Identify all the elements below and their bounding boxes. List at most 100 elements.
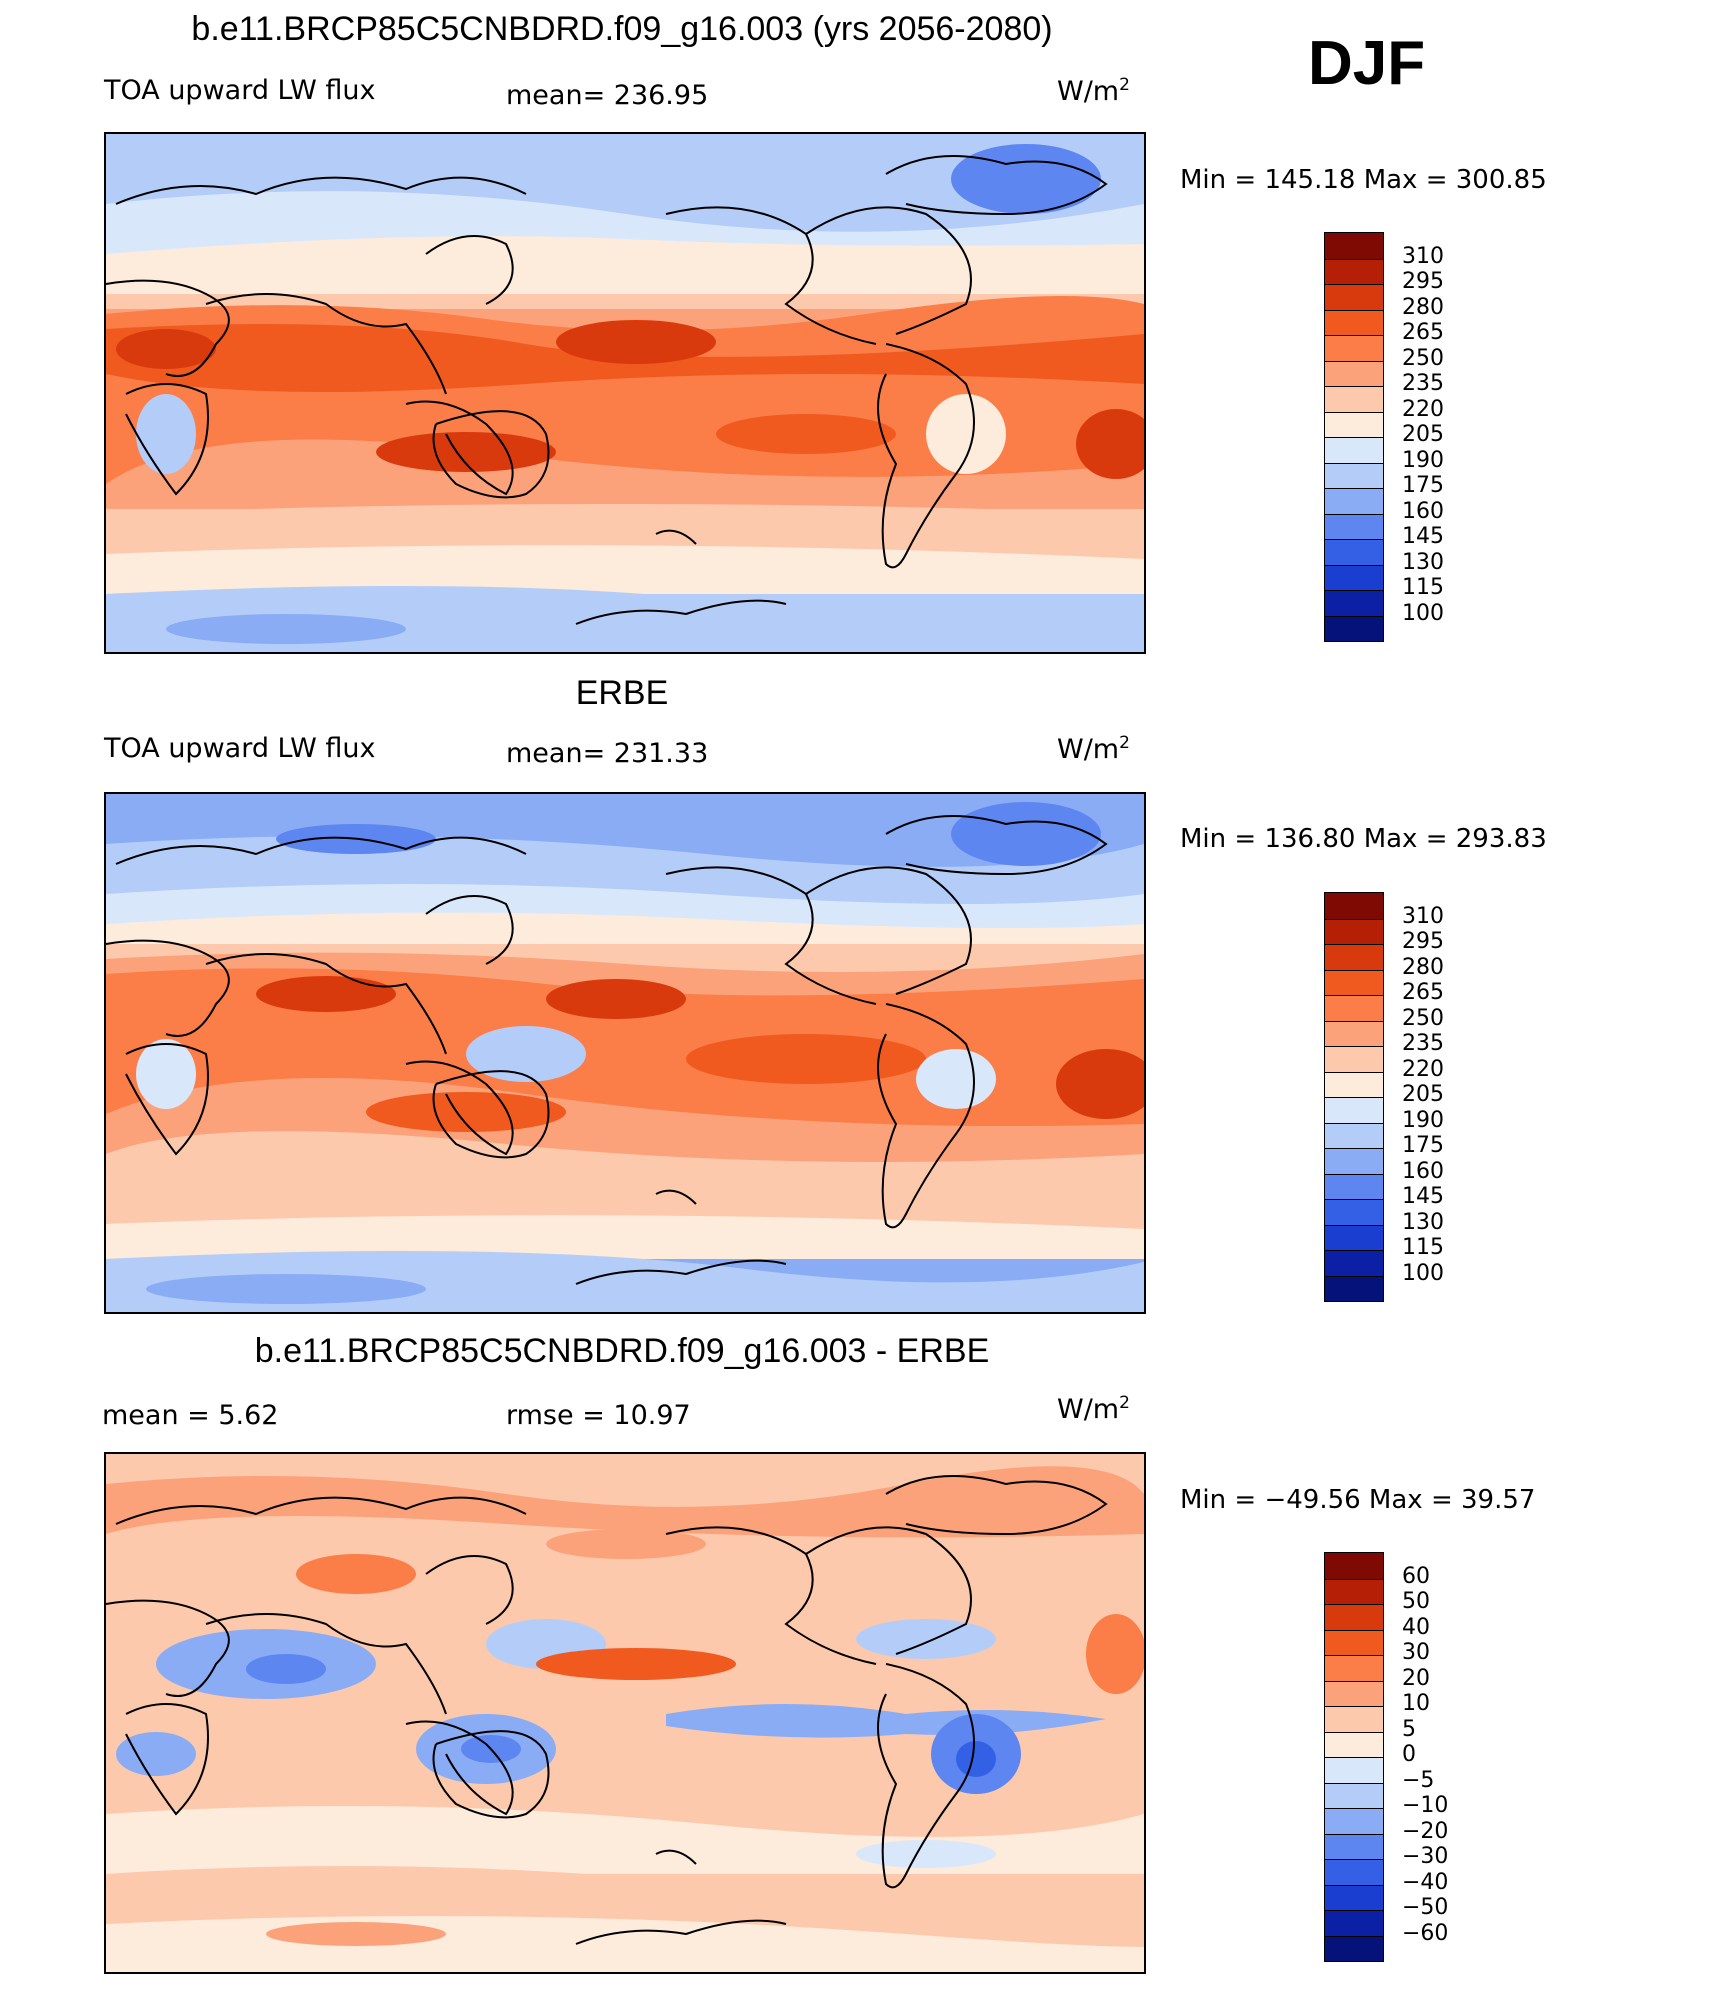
colorbar-tick-label: −40 <box>1402 1869 1449 1895</box>
colorbar-swatch <box>1325 488 1383 514</box>
colorbar-tick-label: 100 <box>1402 1260 1444 1286</box>
panel-2-title: ERBE <box>575 674 669 712</box>
colorbar-tick-label: 265 <box>1402 320 1444 345</box>
colorbar-swatch <box>1325 944 1383 970</box>
panel-3-units: W/m2 <box>1057 1393 1130 1425</box>
colorbar-tick-label: 100 <box>1402 600 1444 626</box>
colorbar-swatch <box>1325 462 1383 488</box>
colorbar-swatch <box>1325 1782 1383 1808</box>
colorbar-swatch <box>1325 1046 1383 1072</box>
colorbar-tick-label: 145 <box>1402 524 1444 549</box>
colorbar-swatch <box>1325 309 1383 335</box>
colorbar-swatch <box>1325 590 1383 616</box>
colorbar-tick-label: 50 <box>1402 1589 1430 1614</box>
panel-1-map <box>104 132 1146 654</box>
colorbar-tick-label: 130 <box>1402 549 1444 575</box>
colorbar-swatch <box>1325 1578 1383 1604</box>
colorbar-swatch <box>1325 1706 1383 1732</box>
panel-3-colorbar-swatches <box>1324 1552 1384 1962</box>
colorbar-swatch <box>1325 386 1383 412</box>
colorbar-swatch <box>1325 1122 1383 1148</box>
colorbar-swatch <box>1325 1275 1383 1301</box>
panel-2-units: W/m2 <box>1057 733 1130 765</box>
panel-1-units: W/m2 <box>1057 75 1130 107</box>
colorbar-swatch <box>1325 360 1383 386</box>
colorbar-swatch <box>1325 1097 1383 1123</box>
panel-1-colorbar: 310 295 280 265 250 235 220 205 190 175 160 145 130 1… <box>1324 232 1444 642</box>
panel-1-minmax: Min = 145.18 Max = 300.85 <box>1180 165 1547 195</box>
panel-2-mean-label: mean= 231.33 <box>506 738 709 769</box>
colorbar-swatch <box>1325 1224 1383 1250</box>
panel-3-map <box>104 1452 1146 1974</box>
colorbar-tick-label: −60 <box>1402 1920 1449 1946</box>
colorbar-swatch <box>1325 258 1383 284</box>
colorbar-tick-label: 190 <box>1402 447 1444 473</box>
colorbar-swatch <box>1325 1173 1383 1199</box>
colorbar-tick-label: −50 <box>1402 1895 1449 1920</box>
colorbar-tick-label: 5 <box>1402 1716 1416 1742</box>
panel-2-map-field <box>106 794 1144 1312</box>
colorbar-swatch <box>1325 539 1383 565</box>
colorbar-swatch <box>1325 1731 1383 1757</box>
panel-2-colorbar-swatches <box>1324 892 1384 1302</box>
colorbar-tick-label: −10 <box>1402 1793 1449 1818</box>
panel-2-map <box>104 792 1146 1314</box>
colorbar-swatch <box>1325 995 1383 1021</box>
panel-1-mean-label: mean= 236.95 <box>506 80 709 111</box>
colorbar-swatch <box>1325 918 1383 944</box>
colorbar-swatch <box>1325 615 1383 641</box>
colorbar-tick-label: 235 <box>1402 371 1444 396</box>
colorbar-tick-label: 235 <box>1402 1031 1444 1056</box>
colorbar-tick-label: 130 <box>1402 1209 1444 1235</box>
colorbar-swatch <box>1325 1629 1383 1655</box>
colorbar-tick-label: 310 <box>1402 243 1444 269</box>
colorbar-tick-label: 20 <box>1402 1665 1430 1691</box>
colorbar-swatch <box>1325 1071 1383 1097</box>
panel-3-title: b.e11.BRCP85C5CNBDRD.f09_g16.003 - ERBE <box>254 1332 990 1370</box>
panel-3-map-field <box>106 1454 1144 1972</box>
colorbar-tick-label: 265 <box>1402 980 1444 1005</box>
colorbar-swatch <box>1325 513 1383 539</box>
colorbar-swatch <box>1325 1910 1383 1936</box>
colorbar-tick-label: 250 <box>1402 345 1444 371</box>
colorbar-swatch <box>1325 1859 1383 1885</box>
colorbar-tick-label: −20 <box>1402 1818 1449 1844</box>
colorbar-swatch <box>1325 1020 1383 1046</box>
colorbar-tick-label: 160 <box>1402 1158 1444 1184</box>
colorbar-tick-label: 280 <box>1402 954 1444 980</box>
colorbar-tick-label: 175 <box>1402 473 1444 498</box>
colorbar-swatch <box>1325 1808 1383 1834</box>
colorbar-tick-label: 280 <box>1402 294 1444 320</box>
colorbar-tick-label: 295 <box>1402 929 1444 954</box>
colorbar-swatch <box>1325 564 1383 590</box>
colorbar-swatch <box>1325 1833 1383 1859</box>
panel-2-variable-label: TOA upward LW flux <box>104 733 376 764</box>
colorbar-swatch <box>1325 437 1383 463</box>
colorbar-swatch <box>1325 284 1383 310</box>
colorbar-tick-label: 0 <box>1402 1742 1416 1767</box>
colorbar-tick-label: 205 <box>1402 1082 1444 1107</box>
panel-2-minmax: Min = 136.80 Max = 293.83 <box>1180 824 1547 854</box>
colorbar-tick-label: −5 <box>1402 1767 1435 1793</box>
colorbar-tick-label: 40 <box>1402 1614 1430 1640</box>
colorbar-tick-label: 10 <box>1402 1691 1430 1716</box>
colorbar-tick-label: −30 <box>1402 1844 1449 1869</box>
colorbar-swatch <box>1325 1148 1383 1174</box>
colorbar-tick-label: 220 <box>1402 1056 1444 1082</box>
panel-1-variable-label: TOA upward LW flux <box>104 75 376 106</box>
colorbar-tick-label: 310 <box>1402 903 1444 929</box>
colorbar-swatch <box>1325 1757 1383 1783</box>
colorbar-swatch <box>1325 1553 1383 1579</box>
colorbar-tick-label: 205 <box>1402 422 1444 447</box>
panel-1-map-field <box>106 134 1144 652</box>
colorbar-swatch <box>1325 969 1383 995</box>
panel-3-mean-label: mean = 5.62 <box>102 1400 279 1431</box>
colorbar-tick-label: 145 <box>1402 1184 1444 1209</box>
colorbar-swatch <box>1325 411 1383 437</box>
colorbar-swatch <box>1325 335 1383 361</box>
colorbar-swatch <box>1325 233 1383 259</box>
colorbar-swatch <box>1325 1884 1383 1910</box>
colorbar-tick-label: 190 <box>1402 1107 1444 1133</box>
colorbar-swatch <box>1325 1199 1383 1225</box>
season-label: DJF <box>1308 29 1426 98</box>
